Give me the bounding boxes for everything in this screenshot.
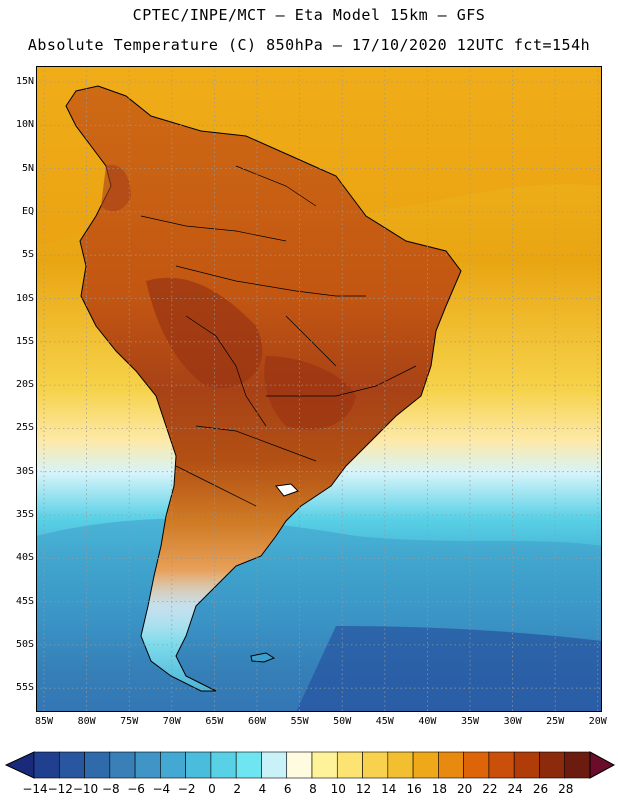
lon-tick-label: 45W bbox=[375, 716, 394, 727]
colorbar-tick-label: 8 bbox=[309, 782, 317, 796]
colorbar-swatch bbox=[412, 751, 439, 779]
colorbar-swatch bbox=[58, 751, 85, 779]
colorbar-swatch bbox=[210, 751, 237, 779]
title-line-2: Absolute Temperature (C) 850hPa — 17/10/… bbox=[27, 36, 591, 54]
colorbar-tick-label: 24 bbox=[507, 782, 523, 796]
lat-tick-label: 10S bbox=[15, 292, 34, 304]
lon-tick-label: 55W bbox=[290, 716, 309, 727]
colorbar-swatch bbox=[134, 751, 161, 779]
colorbar-over-arrow bbox=[589, 751, 616, 779]
south-america-land bbox=[65, 85, 462, 692]
lon-tick-label: 50W bbox=[333, 716, 352, 727]
colorbar-tick-label: 16 bbox=[406, 782, 422, 796]
colorbar-tick-label: 26 bbox=[532, 782, 549, 796]
colorbar-swatch bbox=[564, 751, 591, 779]
colorbar-tick-label: 10 bbox=[330, 782, 346, 796]
colorbar-swatch bbox=[513, 751, 540, 779]
lat-tick-label: 5S bbox=[21, 249, 34, 261]
lat-tick-label: 15S bbox=[15, 335, 34, 347]
lat-tick-label: EQ bbox=[21, 205, 34, 217]
lat-tick-label: 25S bbox=[15, 422, 34, 434]
colorbar-swatch bbox=[84, 751, 111, 779]
country-borders bbox=[140, 165, 417, 507]
lat-tick-label: 20S bbox=[15, 379, 34, 391]
colorbar-tick-label: 18 bbox=[431, 782, 447, 796]
lon-tick-label: 20W bbox=[588, 716, 607, 727]
lat-tick-label: 10N bbox=[15, 119, 34, 131]
colorbar-swatch bbox=[235, 751, 262, 779]
colorbar-swatch bbox=[539, 751, 566, 779]
colorbar-tick-label: 12 bbox=[355, 782, 372, 796]
colorbar-tick-label: −8 bbox=[101, 782, 120, 796]
colorbar-tick-label: 4 bbox=[258, 782, 267, 796]
lon-tick-label: 75W bbox=[120, 716, 139, 727]
lat-tick-label: 50S bbox=[15, 638, 34, 650]
colorbar-swatch bbox=[160, 751, 186, 779]
colorbar-swatch bbox=[109, 751, 136, 779]
colorbar-under-arrow bbox=[4, 751, 35, 779]
colorbar-swatch bbox=[286, 751, 313, 779]
lon-tick-label: 85W bbox=[34, 716, 54, 727]
colorbar-swatch bbox=[261, 751, 288, 779]
title-line-1: CPTEC/INPE/MCT — Eta Model 15km — GFS bbox=[132, 6, 486, 24]
colorbar-tick-label: 2 bbox=[233, 782, 241, 796]
colorbar-tick-label: −14 bbox=[22, 782, 48, 796]
lat-tick-label: 45S bbox=[15, 595, 34, 607]
lat-tick-label: 35S bbox=[15, 509, 34, 520]
colorbar-tick-label: −4 bbox=[152, 782, 171, 796]
colorbar-swatch bbox=[463, 751, 490, 779]
colorbar-tick-label: 0 bbox=[208, 782, 216, 796]
lon-tick-label: 40W bbox=[418, 716, 437, 727]
lat-tick-label: 5N bbox=[21, 162, 34, 174]
lon-tick-label: 65W bbox=[205, 716, 224, 727]
lon-tick-label: 70W bbox=[162, 716, 181, 727]
lat-tick-label: 55S bbox=[15, 682, 34, 694]
colorbar-tick-label: −10 bbox=[72, 782, 99, 796]
colorbar-tick-label: −6 bbox=[127, 782, 145, 796]
colorbar-swatch bbox=[387, 751, 414, 779]
colorbar-tick-label: 28 bbox=[558, 782, 574, 796]
lon-tick-label: 30W bbox=[503, 716, 522, 727]
colorbar-tick-label: 20 bbox=[456, 782, 473, 796]
temperature-colorbar bbox=[4, 751, 616, 779]
lat-tick-label: 30S bbox=[15, 465, 34, 477]
colorbar-tick-label: 6 bbox=[283, 782, 292, 796]
lagoon-rio-de-la-plata bbox=[275, 483, 299, 497]
colorbar-tick-label: −2 bbox=[177, 782, 196, 796]
colorbar-swatch bbox=[438, 751, 464, 779]
colorbar-swatch bbox=[311, 751, 338, 779]
map-frame bbox=[36, 66, 602, 712]
lon-tick-label: 25W bbox=[546, 716, 565, 727]
lon-tick-label: 80W bbox=[77, 716, 96, 727]
colorbar-tick-label: 14 bbox=[381, 782, 397, 796]
temperature-map bbox=[36, 66, 602, 712]
hot-core-andes-north bbox=[101, 165, 131, 212]
lon-tick-label: 60W bbox=[247, 716, 267, 727]
lon-tick-label: 35W bbox=[460, 716, 480, 727]
deep-cold-southeast bbox=[296, 626, 602, 712]
colorbar-tick-label: 22 bbox=[482, 782, 498, 796]
hot-core-amazon bbox=[146, 277, 263, 388]
falklands-island bbox=[250, 652, 276, 663]
colorbar-swatch bbox=[362, 751, 389, 779]
colorbar-tick-label: −12 bbox=[47, 782, 73, 796]
lat-tick-label: 15N bbox=[15, 76, 34, 87]
colorbar-swatch bbox=[33, 751, 60, 779]
colorbar-swatch bbox=[488, 751, 515, 779]
lat-tick-label: 40S bbox=[15, 552, 34, 564]
colorbar-swatch bbox=[185, 751, 212, 779]
colorbar-swatch bbox=[336, 751, 363, 779]
hot-core-central-brazil bbox=[264, 356, 356, 430]
